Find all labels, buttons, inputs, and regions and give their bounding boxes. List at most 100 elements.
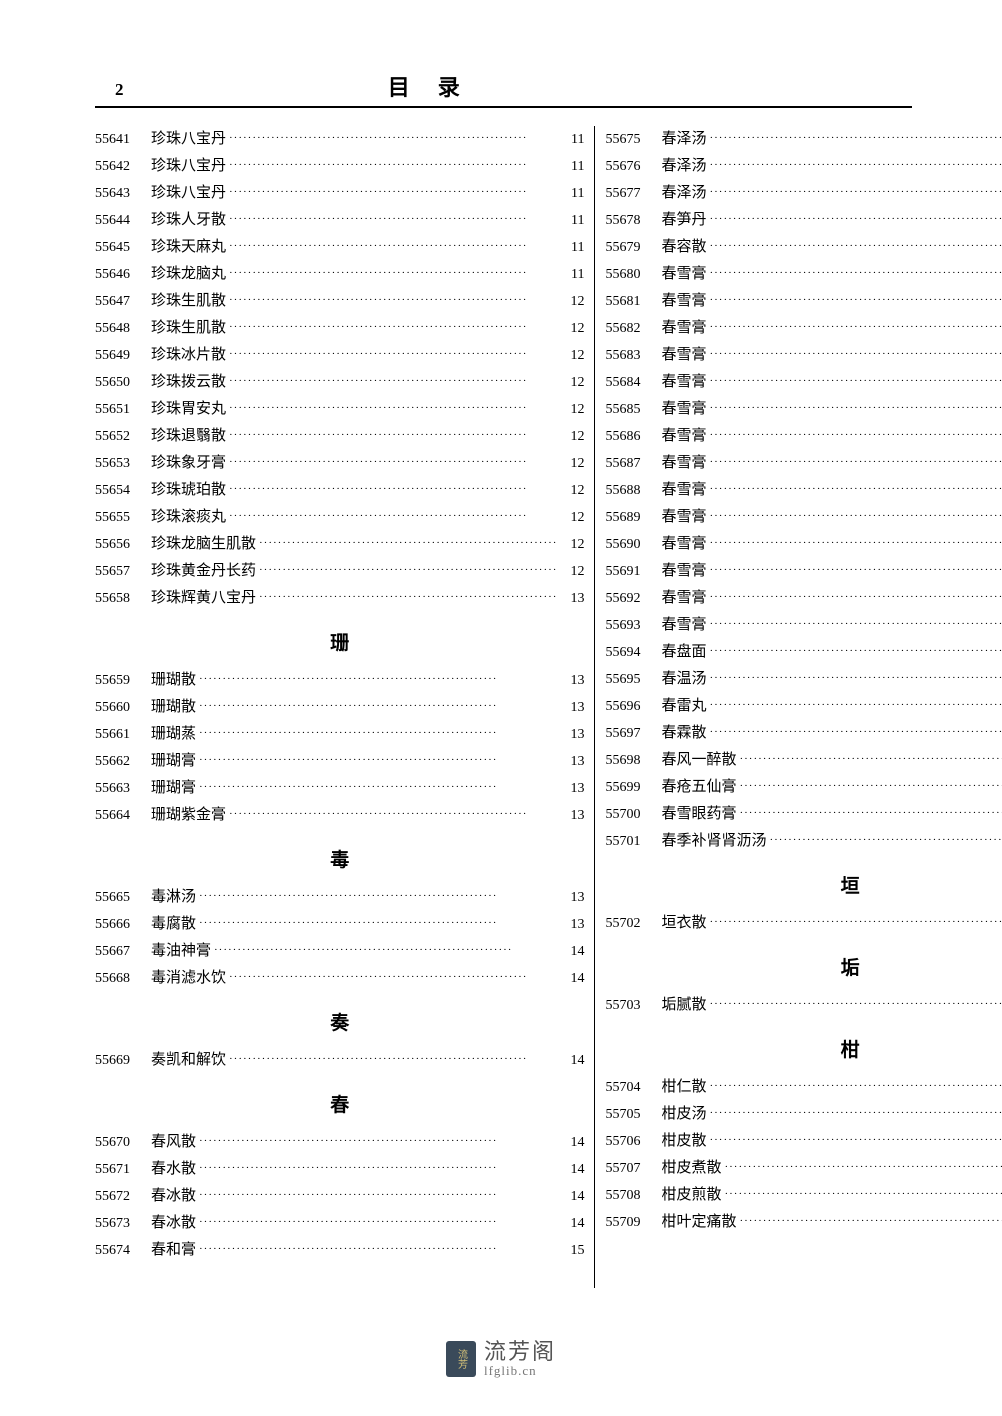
entry-page: 12 bbox=[560, 370, 584, 395]
entry-id: 55675 bbox=[605, 127, 655, 152]
dot-leader bbox=[226, 183, 560, 203]
dot-leader bbox=[706, 291, 1002, 311]
dot-leader bbox=[706, 237, 1002, 257]
dot-leader bbox=[736, 1212, 1002, 1232]
entry-name: 春风一醉散 bbox=[655, 747, 736, 774]
entry-page: 12 bbox=[560, 532, 584, 557]
index-entry: 55707柑皮煮散18 bbox=[605, 1155, 1002, 1182]
entry-id: 55648 bbox=[95, 316, 145, 341]
entry-page: 12 bbox=[560, 343, 584, 368]
entry-page: 12 bbox=[560, 451, 584, 476]
entry-name: 春雪膏 bbox=[655, 477, 706, 504]
entry-id: 55656 bbox=[95, 532, 145, 557]
index-entry: 55696春雷丸17 bbox=[605, 693, 1002, 720]
entry-page: 12 bbox=[560, 289, 584, 314]
index-entry: 55658珍珠辉黄八宝丹13 bbox=[95, 585, 584, 612]
index-entry: 55646珍珠龙脑丸11 bbox=[95, 261, 584, 288]
index-entry: 55655珍珠滚痰丸12 bbox=[95, 504, 584, 531]
entry-name: 珊瑚散 bbox=[145, 667, 196, 694]
dot-leader bbox=[226, 318, 560, 338]
entry-id: 55666 bbox=[95, 912, 145, 937]
dot-leader bbox=[256, 588, 560, 608]
footer-brand-cn: 流芳阁 bbox=[484, 1340, 556, 1364]
entry-id: 55705 bbox=[605, 1102, 655, 1127]
entry-name: 春水散 bbox=[145, 1156, 196, 1183]
index-entry: 55706柑皮散18 bbox=[605, 1128, 1002, 1155]
index-entry: 55686春雪膏16 bbox=[605, 423, 1002, 450]
entry-name: 春盘面 bbox=[655, 639, 706, 666]
entry-page: 11 bbox=[560, 181, 584, 206]
section-heading: 珊 bbox=[95, 628, 584, 655]
dot-leader bbox=[226, 345, 560, 365]
index-entry: 55661珊瑚蒸13 bbox=[95, 721, 584, 748]
dot-leader bbox=[706, 399, 1002, 419]
dot-leader bbox=[226, 210, 560, 230]
entry-page: 11 bbox=[560, 154, 584, 179]
entry-id: 55652 bbox=[95, 424, 145, 449]
entry-id: 55667 bbox=[95, 939, 145, 964]
entry-name: 春泽汤 bbox=[655, 153, 706, 180]
entry-page: 12 bbox=[560, 478, 584, 503]
entry-name: 毒淋汤 bbox=[145, 884, 196, 911]
dot-leader bbox=[706, 480, 1002, 500]
index-entry: 55644珍珠人牙散11 bbox=[95, 207, 584, 234]
entry-name: 珍珠黄金丹长药 bbox=[145, 558, 256, 585]
index-entry: 55694春盘面17 bbox=[605, 639, 1002, 666]
dot-leader bbox=[706, 507, 1002, 527]
dot-leader bbox=[706, 183, 1002, 203]
index-entry: 55653珍珠象牙膏12 bbox=[95, 450, 584, 477]
entry-id: 55677 bbox=[605, 181, 655, 206]
entry-name: 春雪膏 bbox=[655, 450, 706, 477]
entry-name: 春雪膏 bbox=[655, 558, 706, 585]
entry-id: 55673 bbox=[95, 1211, 145, 1236]
entry-id: 55669 bbox=[95, 1048, 145, 1073]
dot-leader bbox=[706, 669, 1002, 689]
index-entry: 55697春霖散17 bbox=[605, 720, 1002, 747]
entry-name: 珍珠胃安丸 bbox=[145, 396, 226, 423]
index-entry: 55649珍珠冰片散12 bbox=[95, 342, 584, 369]
entry-id: 55679 bbox=[605, 235, 655, 260]
entry-page: 13 bbox=[560, 885, 584, 910]
page-number: 2 bbox=[115, 80, 124, 100]
dot-leader bbox=[226, 426, 560, 446]
entry-name: 春季补肾肾沥汤 bbox=[655, 828, 766, 855]
entry-name: 珊瑚膏 bbox=[145, 775, 196, 802]
footer-text-block: 流芳阁 lfglib.cn bbox=[484, 1340, 556, 1378]
index-entry: 55690春雪膏17 bbox=[605, 531, 1002, 558]
entry-id: 55651 bbox=[95, 397, 145, 422]
entry-id: 55646 bbox=[95, 262, 145, 287]
entry-page: 11 bbox=[560, 262, 584, 287]
dot-leader bbox=[706, 453, 1002, 473]
index-entry: 55656珍珠龙脑生肌散 12 bbox=[95, 531, 584, 558]
dot-leader bbox=[706, 318, 1002, 338]
entry-name: 珍珠生肌散 bbox=[145, 315, 226, 342]
entry-page: 12 bbox=[560, 505, 584, 530]
entry-name: 珊瑚散 bbox=[145, 694, 196, 721]
entry-page: 13 bbox=[560, 776, 584, 801]
entry-id: 55685 bbox=[605, 397, 655, 422]
index-entry: 55699春疮五仙膏18 bbox=[605, 774, 1002, 801]
entry-name: 珍珠滚痰丸 bbox=[145, 504, 226, 531]
entry-id: 55665 bbox=[95, 885, 145, 910]
entry-id: 55708 bbox=[605, 1183, 655, 1208]
index-entry: 55704柑仁散18 bbox=[605, 1074, 1002, 1101]
index-entry: 55698春风一醉散17 bbox=[605, 747, 1002, 774]
entry-page: 13 bbox=[560, 668, 584, 693]
index-entry: 55641珍珠八宝丹11 bbox=[95, 126, 584, 153]
entry-page: 15 bbox=[560, 1238, 584, 1263]
footer-logo-icon: 流芳 bbox=[446, 1341, 476, 1377]
entry-name: 柑皮煎散 bbox=[655, 1182, 721, 1209]
entry-id: 55653 bbox=[95, 451, 145, 476]
entry-name: 毒油神膏 bbox=[145, 938, 211, 965]
entry-name: 珍珠龙脑生肌散 bbox=[145, 531, 256, 558]
entry-id: 55706 bbox=[605, 1129, 655, 1154]
dot-leader bbox=[226, 1050, 560, 1070]
entry-id: 55661 bbox=[95, 722, 145, 747]
entry-id: 55691 bbox=[605, 559, 655, 584]
entry-id: 55662 bbox=[95, 749, 145, 774]
index-entry: 55691春雪膏17 bbox=[605, 558, 1002, 585]
entry-name: 春雪眼药膏 bbox=[655, 801, 736, 828]
dot-leader bbox=[226, 399, 560, 419]
entry-id: 55681 bbox=[605, 289, 655, 314]
index-entry: 55657珍珠黄金丹长药12 bbox=[95, 558, 584, 585]
